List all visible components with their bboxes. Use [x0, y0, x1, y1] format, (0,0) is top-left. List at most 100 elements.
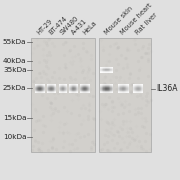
- Bar: [38, 91, 39, 92]
- Bar: [54, 87, 55, 88]
- Bar: [105, 88, 106, 89]
- Bar: [44, 86, 45, 87]
- Bar: [41, 88, 42, 89]
- Bar: [126, 84, 127, 85]
- Bar: [138, 91, 139, 92]
- Bar: [62, 87, 63, 88]
- Bar: [121, 88, 122, 89]
- Bar: [47, 86, 48, 87]
- Bar: [81, 91, 82, 92]
- Bar: [104, 68, 105, 69]
- Bar: [102, 72, 103, 73]
- Bar: [37, 91, 38, 92]
- Bar: [63, 89, 64, 90]
- Bar: [109, 72, 110, 73]
- Bar: [136, 88, 137, 89]
- Bar: [66, 86, 67, 87]
- Bar: [37, 89, 38, 90]
- Bar: [52, 89, 53, 90]
- Bar: [60, 89, 61, 90]
- Bar: [120, 92, 121, 93]
- Bar: [87, 84, 88, 85]
- Bar: [101, 89, 102, 90]
- Bar: [136, 85, 137, 86]
- Bar: [88, 90, 89, 91]
- Bar: [42, 86, 43, 87]
- Bar: [52, 88, 53, 89]
- Bar: [53, 87, 54, 88]
- Bar: [105, 91, 106, 92]
- Bar: [54, 92, 55, 93]
- Bar: [100, 88, 101, 89]
- Bar: [140, 89, 141, 90]
- Bar: [40, 89, 41, 90]
- Bar: [64, 89, 65, 90]
- Bar: [41, 86, 42, 87]
- Bar: [123, 84, 124, 85]
- Bar: [135, 90, 136, 91]
- Bar: [119, 86, 120, 87]
- Bar: [70, 91, 71, 92]
- Bar: [123, 89, 124, 90]
- Bar: [107, 90, 108, 91]
- Bar: [87, 86, 88, 87]
- Bar: [61, 84, 62, 85]
- Bar: [35, 87, 36, 88]
- Bar: [108, 67, 109, 68]
- Bar: [60, 91, 61, 92]
- Bar: [125, 85, 126, 86]
- Bar: [51, 89, 52, 90]
- Bar: [111, 91, 112, 92]
- Bar: [50, 88, 51, 89]
- Bar: [42, 87, 43, 88]
- Bar: [48, 91, 49, 92]
- Bar: [139, 91, 140, 92]
- Bar: [104, 88, 105, 89]
- Bar: [41, 87, 42, 88]
- Bar: [128, 86, 129, 87]
- Bar: [82, 89, 83, 90]
- Bar: [53, 85, 54, 86]
- Bar: [76, 90, 77, 91]
- Bar: [109, 90, 110, 91]
- Bar: [89, 88, 90, 89]
- Bar: [99, 38, 151, 152]
- Bar: [108, 86, 109, 87]
- Bar: [109, 87, 110, 88]
- Bar: [39, 86, 40, 87]
- Bar: [108, 69, 109, 70]
- Bar: [84, 88, 85, 89]
- Bar: [65, 91, 66, 92]
- Bar: [38, 85, 39, 86]
- Bar: [55, 90, 56, 91]
- Bar: [100, 67, 101, 68]
- Bar: [63, 85, 64, 86]
- Bar: [59, 90, 60, 91]
- Bar: [107, 89, 108, 90]
- Bar: [125, 84, 126, 85]
- Bar: [102, 87, 103, 88]
- Bar: [110, 71, 111, 72]
- Bar: [142, 91, 143, 92]
- Bar: [39, 90, 40, 91]
- Bar: [104, 89, 105, 90]
- Bar: [112, 85, 113, 86]
- Bar: [71, 90, 72, 91]
- Bar: [104, 67, 105, 68]
- Bar: [88, 89, 89, 90]
- Bar: [105, 69, 106, 70]
- Bar: [109, 89, 110, 90]
- Bar: [140, 87, 141, 88]
- Bar: [48, 84, 49, 85]
- Bar: [62, 90, 63, 91]
- Bar: [54, 86, 55, 87]
- Bar: [107, 88, 108, 89]
- Bar: [106, 85, 107, 86]
- Bar: [136, 86, 137, 87]
- Text: 35kDa: 35kDa: [3, 67, 26, 73]
- Bar: [142, 90, 143, 91]
- Bar: [73, 86, 74, 87]
- Bar: [120, 89, 121, 90]
- Bar: [66, 92, 67, 93]
- Bar: [119, 89, 120, 90]
